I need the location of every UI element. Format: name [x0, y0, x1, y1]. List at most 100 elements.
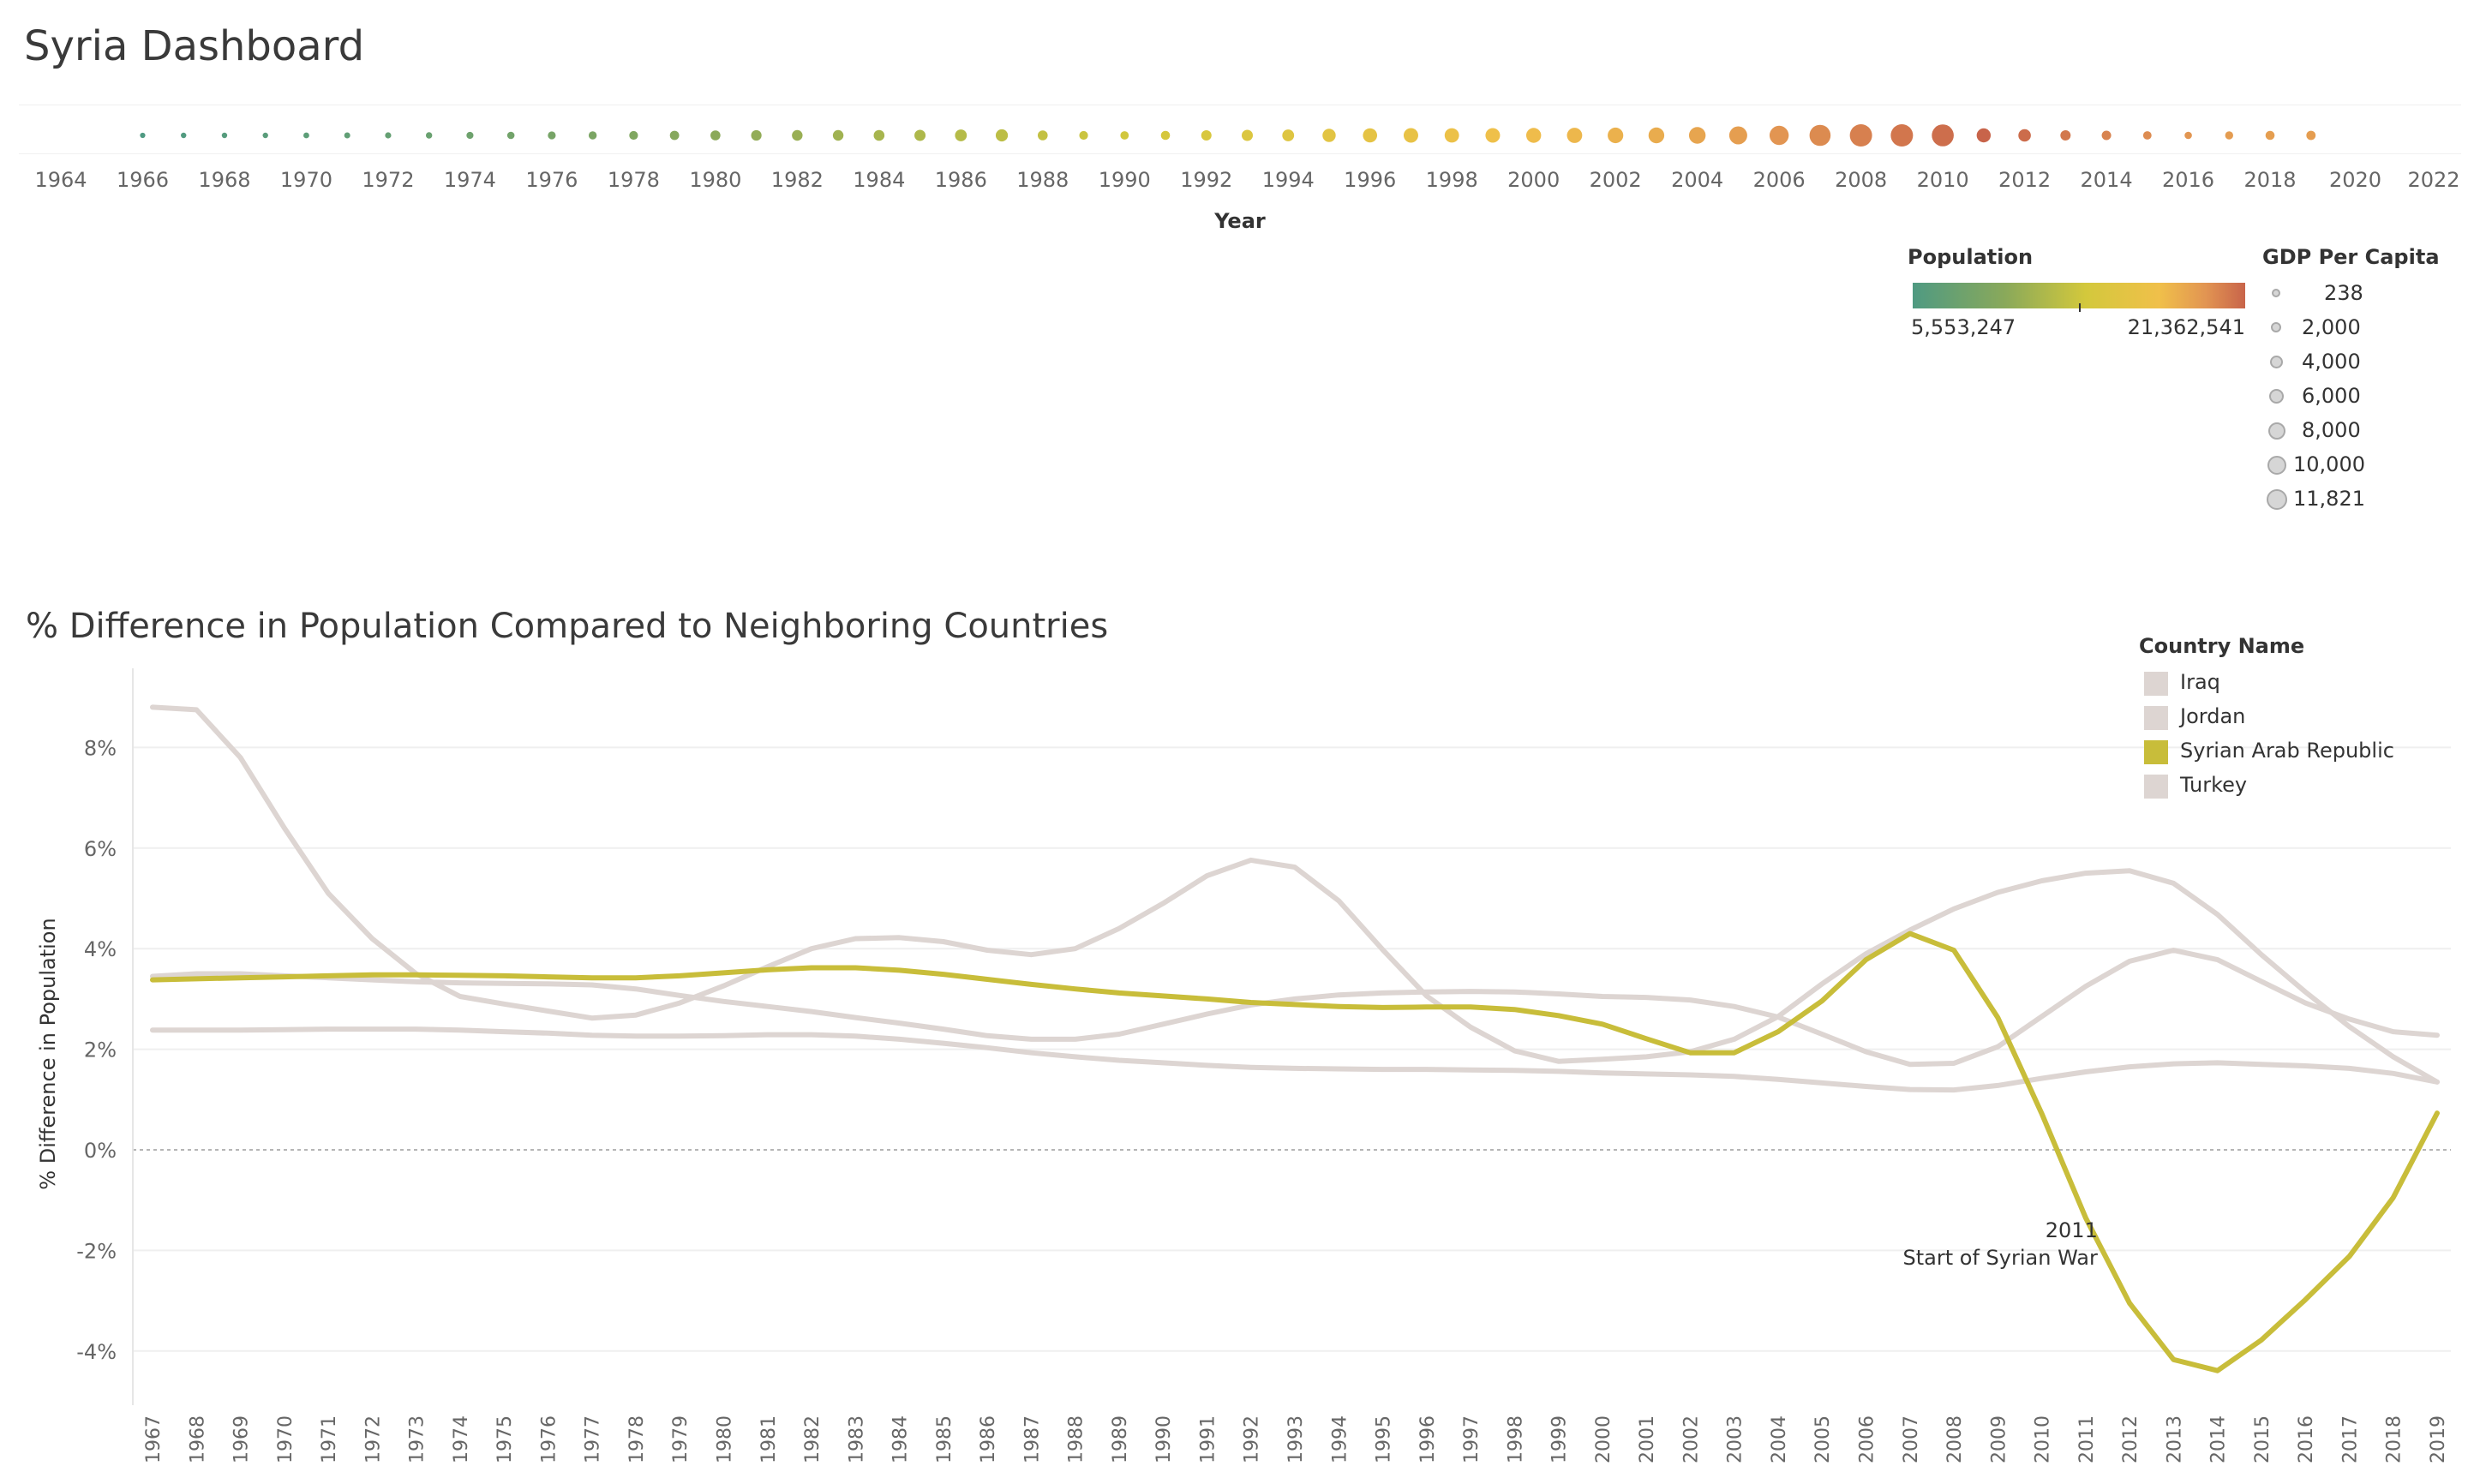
x-tick-label: 1995	[1374, 1415, 1395, 1463]
x-tick-label: 2013	[2164, 1415, 2185, 1463]
gdp-legend-item: 10,000	[2262, 451, 2465, 482]
y-tick-label: 4%	[84, 937, 117, 961]
timeline-point	[1160, 130, 1171, 141]
population-ramp-tick	[2079, 303, 2081, 312]
series-line-syrian-arab-republic	[150, 930, 2440, 1373]
x-tick-label: 1975	[494, 1415, 516, 1463]
x-tick-label: 2018	[2243, 168, 2296, 192]
timeline-point	[548, 131, 556, 140]
timeline-point	[1608, 127, 1624, 144]
gdp-legend-label: 6,000	[2302, 384, 2361, 408]
x-tick-label: 1968	[198, 168, 250, 192]
timeline-point	[2225, 131, 2233, 140]
x-tick-label: 2009	[1988, 1415, 2010, 1463]
timeline-point	[1037, 130, 1048, 141]
x-tick-label: 2004	[1769, 1415, 1790, 1463]
timeline-point	[1932, 124, 1954, 147]
legend-item-iraq[interactable]: Iraq	[2144, 668, 2418, 699]
size-circle-icon	[2267, 489, 2287, 510]
timeline-point	[995, 129, 1009, 142]
population-legend: Population 5,553,247 21,362,541	[1908, 245, 2250, 348]
population-legend-title: Population	[1908, 245, 2034, 269]
legend-swatch	[2144, 740, 2168, 764]
timeline-point	[1728, 126, 1747, 145]
timeline-point	[2306, 130, 2316, 141]
x-tick-label: 1972	[362, 1415, 384, 1463]
timeline-point	[425, 132, 433, 139]
legend-label: Syrian Arab Republic	[2180, 739, 2394, 763]
size-circle-icon	[2272, 289, 2280, 297]
x-tick-label: 2020	[2329, 168, 2381, 192]
timeline-point	[344, 132, 350, 139]
x-tick-label: 1999	[1549, 1415, 1571, 1463]
country-legend: Country Name Iraq Jordan Syrian Arab Rep…	[2139, 634, 2422, 805]
timeline-point	[710, 130, 721, 141]
x-tick-label: 1984	[853, 168, 905, 192]
x-tick-label: 2010	[1917, 168, 1969, 192]
x-tick-label: 2014	[2081, 168, 2133, 192]
x-tick-label: 1976	[538, 1415, 560, 1463]
timeline-point	[140, 132, 146, 139]
x-tick-label: 2010	[2033, 1415, 2054, 1463]
x-tick-label: 1979	[670, 1415, 692, 1463]
x-tick-label: 2011	[2076, 1415, 2098, 1463]
x-tick-label: 2008	[1944, 1415, 1966, 1463]
size-circle-icon	[2269, 389, 2284, 404]
x-tick-label: 1986	[978, 1415, 999, 1463]
x-tick-label: 1980	[689, 168, 741, 192]
timeline-point	[1485, 128, 1501, 143]
x-tick-label: 1982	[771, 168, 824, 192]
gdp-legend-label: 2,000	[2302, 315, 2361, 339]
x-tick-label: 1966	[117, 168, 169, 192]
x-tick-label: 2001	[1637, 1415, 1658, 1463]
x-tick-label: 1977	[583, 1415, 604, 1463]
timeline-point	[1079, 130, 1088, 141]
x-tick-label: 1978	[608, 168, 660, 192]
year-timeline-chart: 1964 1966 1968 1970 1972 1974 1976 1978 1980 1982…	[34, 124, 2460, 233]
x-tick-label: 2014	[2208, 1415, 2230, 1463]
x-tick-label: 1989	[1110, 1415, 1131, 1463]
legend-item-jordan[interactable]: Jordan	[2144, 703, 2418, 733]
gdp-legend-label: 8,000	[2302, 418, 2361, 442]
x-tick-label: 1988	[1066, 1415, 1087, 1463]
x-tick-label: 1997	[1461, 1415, 1483, 1463]
timeline-band	[19, 105, 2461, 154]
timeline-point	[588, 131, 597, 140]
timeline-point	[221, 132, 228, 139]
y-tick-label: 8%	[84, 736, 117, 760]
line-chart-title: % Difference in Population Compared to N…	[26, 607, 1109, 646]
legend-item-turkey[interactable]: Turkey	[2144, 771, 2418, 802]
size-circle-icon	[2268, 422, 2285, 440]
x-tick-label: 1992	[1180, 168, 1232, 192]
timeline-point	[914, 129, 926, 141]
x-tick-label: 2016	[2296, 1415, 2317, 1463]
x-tick-label: 2006	[1857, 1415, 1878, 1463]
x-tick-label: 2004	[1671, 168, 1723, 192]
x-tick-label: 2000	[1593, 1415, 1614, 1463]
timeline-point	[2184, 131, 2192, 140]
x-tick-label: 1994	[1262, 168, 1315, 192]
y-tick-label: -2%	[76, 1239, 117, 1263]
timeline-point	[181, 132, 187, 139]
x-tick-label: 2005	[1812, 1415, 1834, 1463]
annotation-text: 2011	[2046, 1218, 2098, 1242]
timeline-point	[629, 130, 638, 141]
timeline-point	[1242, 129, 1253, 141]
legend-item-syria[interactable]: Syrian Arab Republic	[2144, 737, 2418, 768]
x-tick-label: 1970	[280, 168, 332, 192]
size-circle-icon	[2270, 356, 2283, 368]
timeline-point	[1525, 128, 1542, 143]
x-tick-label: 2006	[1753, 168, 1806, 192]
x-axis-title: Year	[1213, 209, 1266, 233]
timeline-point	[1363, 128, 1378, 143]
x-tick-label: 1972	[362, 168, 414, 192]
population-max-label: 21,362,541	[2127, 315, 2245, 339]
size-circle-icon	[2267, 456, 2286, 475]
y-tick-label: -4%	[76, 1340, 117, 1364]
x-tick-label: 2022	[2407, 168, 2459, 192]
timeline-point	[1282, 129, 1295, 141]
timeline-point	[2101, 130, 2112, 141]
gdp-legend-label: 10,000	[2293, 452, 2365, 476]
y-axis-title: % Difference in Population	[36, 918, 60, 1189]
legend-label: Jordan	[2180, 704, 2246, 728]
